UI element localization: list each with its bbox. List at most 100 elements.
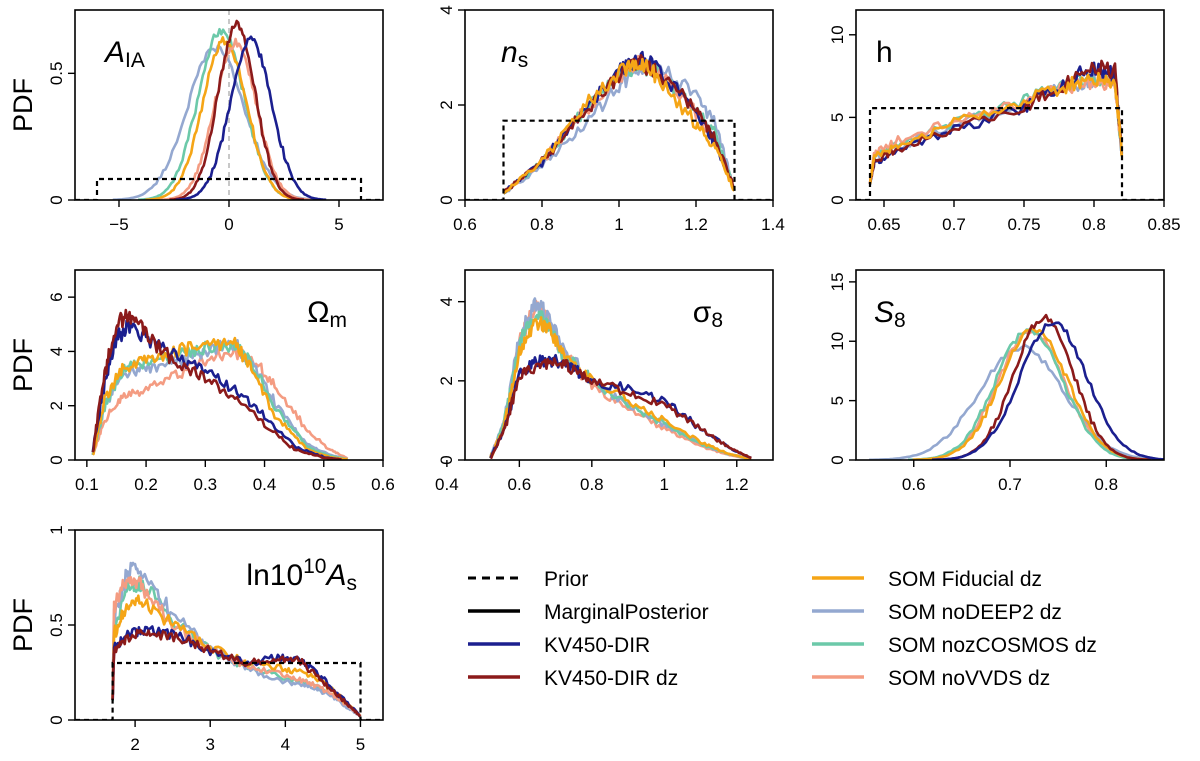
x-tick-label: 0.7: [942, 215, 966, 234]
series-line-som-nodeep2-dz: [869, 343, 1164, 460]
legend-label: SOM noDEEP2 dz: [888, 601, 1062, 624]
series-line-som-nozcosmos-dz: [868, 73, 1124, 185]
x-tick-label: −5: [109, 215, 128, 234]
x-tick-label: 0.1: [75, 475, 99, 494]
y-tick-label: 0: [47, 195, 66, 204]
series-line-som-nodeep2-dz: [111, 561, 362, 717]
panel-ln10_10_A_s: 2 3 4 5 0 0.5 1 PDF ln1010As: [8, 525, 384, 754]
panel-frame: [74, 269, 384, 461]
y-axis-label: PDF: [8, 338, 38, 392]
y-tick-label: 0: [437, 195, 456, 204]
panel-Omega_m: 0.1 0.2 0.3 0.4 0.5 0.6 0 2 4 6 PDF Ωm: [8, 269, 395, 494]
y-tick-label: 1: [47, 525, 66, 534]
y-tick-label: 2: [47, 401, 66, 410]
y-axis-label: PDF: [8, 78, 38, 132]
legend-label: MarginalPosterior: [544, 601, 709, 624]
legend-item: Prior: [468, 568, 588, 591]
series-line-kv450-dir: [111, 625, 361, 718]
prior-line: [75, 177, 383, 200]
series-line-kv450-dir: [175, 35, 327, 200]
legend-label: Prior: [544, 568, 588, 591]
series-line-kv450-dir-dz: [111, 628, 362, 718]
series-line-kv450-dir-dz: [91, 308, 342, 460]
x-tick-label: 1.2: [725, 475, 749, 494]
legend-item: SOM noDEEP2 dz: [812, 601, 1062, 624]
panel-A_IA: −5 0 5 0 0.5 PDF AIA: [8, 9, 384, 234]
legend-item: MarginalPosterior: [468, 601, 709, 624]
series-line-som-novvds-dz: [868, 74, 1124, 185]
x-tick-label: 0.85: [1147, 215, 1180, 234]
x-tick-label: 0.5: [312, 475, 336, 494]
x-tick-label: 5: [334, 215, 343, 234]
x-tick-label: 0.4: [253, 475, 277, 494]
y-tick-label: 2: [437, 100, 456, 109]
series-line-som-fiducial-dz: [868, 71, 1124, 185]
series-line-som-novvds-dz: [160, 37, 311, 200]
x-tick-label: 1.2: [684, 215, 708, 234]
y-tick-label: 0: [47, 455, 66, 464]
series-line-som-nodeep2-dz: [868, 71, 1124, 185]
y-tick-label: 4: [47, 347, 66, 356]
legend-item: SOM Fiducial dz: [812, 568, 1042, 591]
x-tick-label: 0.2: [134, 475, 158, 494]
x-tick-label: 0.3: [193, 475, 217, 494]
y-tick-label: 0.5: [47, 62, 66, 86]
y-tick-label: 4: [437, 297, 456, 306]
y-axis-label: PDF: [8, 598, 38, 652]
panel-frame: [855, 269, 1165, 461]
legend-label: SOM noVVDS dz: [888, 667, 1050, 690]
y-tick-label: 0: [828, 455, 847, 464]
prior-line: [75, 661, 383, 720]
panel-S_8: 0.6 0.7 0.8 0 5 10 15 S8: [828, 269, 1165, 494]
y-tick-label: 5: [828, 396, 847, 405]
y-tick-label: 10: [828, 332, 847, 351]
legend-label: SOM Fiducial dz: [888, 568, 1042, 591]
legend-item: SOM noVVDS dz: [812, 667, 1050, 690]
x-tick-label: 4: [281, 735, 290, 754]
series-line-som-fiducial-dz: [91, 336, 348, 460]
legend-label: SOM nozCOSMOS dz: [888, 634, 1097, 657]
parameter-label: h: [876, 36, 893, 69]
plot-area: [869, 313, 1164, 460]
plot-area: [75, 561, 383, 720]
x-tick-label: 0.8: [1094, 475, 1118, 494]
parameter-label: Ωm: [307, 296, 347, 332]
x-tick-label: 0.6: [453, 215, 477, 234]
parameter-label: AIA: [103, 36, 145, 72]
parameter-label: σ8: [693, 296, 723, 332]
series-line-som-nodeep2-dz: [502, 57, 736, 195]
y-tick-label: 0: [437, 455, 456, 464]
x-tick-label: 0.4: [435, 475, 459, 494]
x-tick-label: 0.8: [580, 475, 604, 494]
y-tick-label: 2: [437, 376, 456, 385]
series-line-som-nozcosmos-dz: [91, 340, 348, 460]
legend-label: KV450-DIR dz: [544, 667, 678, 690]
series-line-kv450-dir-dz: [868, 59, 1123, 185]
plot-area: [91, 308, 349, 460]
x-tick-label: 0.8: [1082, 215, 1106, 234]
x-tick-label: 3: [205, 735, 214, 754]
parameter-label: ln1010As: [246, 555, 357, 595]
x-tick-label: 1: [660, 475, 669, 494]
y-tick-label: 0: [828, 195, 847, 204]
series-line-som-fiducial-dz: [145, 36, 304, 200]
x-tick-label: 1.4: [761, 215, 785, 234]
y-tick-label: 10: [828, 25, 847, 44]
panel-n_s: 0.6 0.8 1 1.2 1.4 0 2 4 ns: [437, 5, 785, 234]
plot-area: [489, 297, 752, 460]
x-tick-label: 5: [356, 735, 365, 754]
parameter-label: S8: [874, 296, 906, 332]
x-tick-label: 0.65: [867, 215, 900, 234]
legend: Prior MarginalPosterior KV450-DIR KV450-DIR…: [468, 568, 1097, 690]
y-tick-label: 0.5: [47, 613, 66, 637]
series-line-som-novvds-dz: [111, 576, 362, 717]
legend-item: KV450-DIR: [468, 634, 650, 657]
x-tick-label: 2: [130, 735, 139, 754]
x-tick-label: 0.7: [998, 475, 1022, 494]
x-tick-label: 0: [224, 215, 233, 234]
panel-frame: [464, 269, 774, 461]
x-tick-label: 0.8: [530, 215, 554, 234]
y-tick-label: 6: [47, 292, 66, 301]
parameter-label: ns: [501, 36, 528, 72]
